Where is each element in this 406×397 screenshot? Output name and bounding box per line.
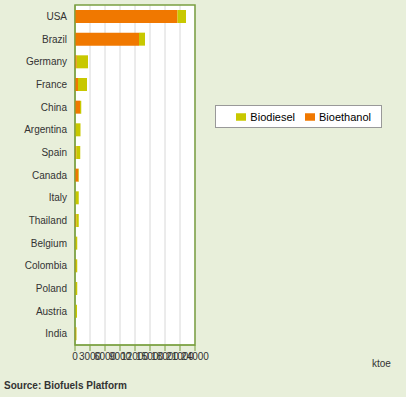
svg-text:China: China: [41, 102, 68, 113]
svg-text:Germany: Germany: [26, 56, 67, 67]
html-text:Source: Biofuels Platform: Source: Biofuels Platform: [4, 380, 127, 391]
svg-text:Colombia: Colombia: [25, 260, 68, 271]
svg-text:3000: 3000: [78, 351, 102, 363]
svg-text:Argentina: Argentina: [24, 124, 67, 135]
svg-text:24000: 24000: [181, 351, 209, 362]
svg-text:India: India: [45, 328, 67, 339]
svg-text:Brazil: Brazil: [42, 34, 67, 45]
html-text:ktoe: ktoe: [372, 358, 391, 369]
svg-text:Poland: Poland: [36, 283, 67, 294]
html-text:Bioethanol: Bioethanol: [319, 111, 371, 123]
svg-text:Austria: Austria: [36, 306, 68, 317]
svg-text:6000: 6000: [93, 351, 117, 363]
svg-text:France: France: [36, 79, 68, 90]
svg-text:Thailand: Thailand: [29, 215, 67, 226]
svg-text:Italy: Italy: [49, 192, 67, 203]
svg-text:USA: USA: [46, 11, 67, 22]
svg-text:0: 0: [72, 351, 78, 362]
svg-text:Canada: Canada: [32, 170, 67, 181]
svg-text:Spain: Spain: [41, 147, 67, 158]
svg-text:Belgium: Belgium: [31, 238, 67, 249]
html-text:Biodiesel: Biodiesel: [250, 111, 295, 123]
